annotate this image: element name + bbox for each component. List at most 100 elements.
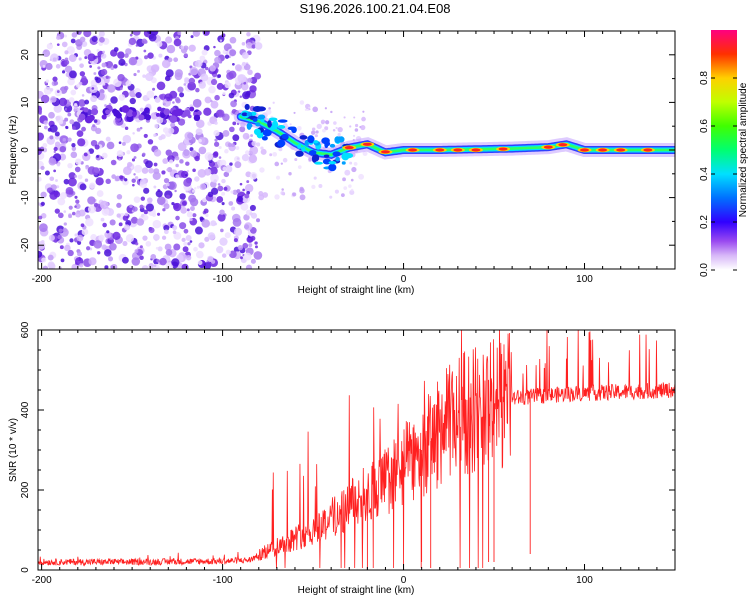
spectrogram-noise-point: [85, 166, 88, 170]
spectrogram-noise-point: [96, 155, 100, 158]
spectrogram-noise-point: [66, 107, 70, 112]
spectrogram-noise-point: [104, 249, 112, 257]
spectrogram-sparse-point: [272, 101, 275, 104]
spectrogram-noise-point: [81, 40, 88, 48]
spectrogram-noise-point: [118, 158, 121, 161]
spectrogram-noise-point: [228, 92, 235, 99]
spectrogram-noise-point: [225, 52, 228, 55]
spectrogram-noise-point: [192, 98, 202, 108]
spectrogram-noise-point: [98, 234, 105, 241]
spectrogram-ridge-blob: [323, 154, 330, 158]
spectrogram-noise-point: [174, 189, 177, 193]
spectrogram-sparse-point: [344, 169, 351, 176]
spectrogram-ridge-blob: [261, 135, 268, 141]
spectrogram-noise-point: [217, 183, 221, 186]
spectrogram-noise-point: [237, 74, 247, 83]
spectrogram-noise-point: [250, 258, 256, 264]
spectrogram-noise-point: [40, 213, 47, 219]
spectrogram-noise-point: [194, 155, 200, 162]
spectrogram-noise-point: [105, 75, 110, 79]
spectrogram-ridge-blob: [299, 135, 308, 140]
spectrogram-sparse-point: [299, 100, 305, 105]
spectrogram-noise-point: [234, 64, 242, 72]
spectrogram-hotspot: [616, 148, 626, 152]
spectrogram-noise-point: [127, 161, 133, 168]
spectrogram-noise-point: [70, 151, 78, 159]
spectrogram-noise-point: [194, 226, 203, 235]
spectrogram-noise-point: [67, 137, 72, 142]
spectrogram-noise-point: [126, 150, 131, 155]
spectrogram-noise-point: [228, 201, 234, 206]
spectrogram-noise-point: [97, 251, 101, 255]
spectrogram-noise-point: [211, 187, 219, 195]
spectrogram-noise-point: [159, 257, 167, 266]
spectrogram-noise-point: [123, 166, 132, 176]
spectrogram-noise-point: [243, 252, 252, 261]
spectrogram-noise-point: [123, 224, 131, 231]
spectrogram-noise-point: [167, 127, 175, 134]
spectrogram-noise-point: [93, 119, 98, 123]
spectrogram-noise-point: [142, 235, 148, 241]
spectrogram-noise-point: [166, 44, 176, 54]
spectrogram-noise-point: [91, 167, 100, 176]
spectrogram-noise-point: [53, 104, 63, 113]
spectrogram-noise-point: [80, 223, 85, 228]
spectrogram-sparse-point: [334, 189, 339, 194]
spectrogram-noise-point: [242, 91, 251, 100]
spectrogram-ridge-blob: [291, 126, 297, 134]
spectrogram-noise-point: [139, 255, 144, 261]
spectrogram-noise-point: [177, 86, 184, 93]
spectrogram-noise-point: [116, 194, 123, 200]
spectrogram-noise-point: [213, 45, 216, 49]
spectrogram-hotspot: [471, 148, 481, 152]
spectrogram-noise-point: [164, 243, 172, 251]
spectrogram-xtick-label: 0: [401, 274, 407, 285]
spectrogram-noise-point: [84, 99, 90, 105]
spectrogram-sparse-point: [335, 126, 338, 130]
spectrogram-noise-point: [202, 31, 210, 36]
spectrogram-sparse-point: [268, 107, 271, 110]
spectrogram-noise-point: [242, 188, 245, 192]
spectrogram-noise-point: [249, 204, 256, 211]
spectrogram-ridge-blob: [252, 118, 258, 122]
spectrogram-noise-point: [73, 103, 78, 107]
spectrogram-noise-point: [229, 250, 237, 259]
snr-ytick-label: 400: [20, 401, 31, 418]
spectrogram-noise-point: [68, 177, 77, 187]
spectrogram-noise-point: [147, 31, 152, 35]
spectrogram-noise-point: [143, 133, 148, 139]
spectrogram-sparse-point: [311, 184, 316, 190]
spectrogram-noise-point: [219, 39, 223, 42]
spectrogram-sparse-point: [362, 151, 368, 157]
snr-xtick-label: -100: [213, 575, 233, 586]
spectrogram-sparse-point: [281, 188, 284, 191]
spectrogram-noise-point: [242, 242, 249, 249]
spectrogram-band-point: [196, 110, 202, 116]
spectrogram-noise-point: [105, 136, 111, 142]
spectrogram-noise-point: [153, 185, 157, 189]
spectrogram-noise-point: [219, 237, 228, 246]
spectrogram-noise-point: [122, 215, 129, 221]
spectrogram-noise-point: [141, 265, 149, 269]
spectrogram-noise-point: [231, 206, 236, 211]
spectrogram-noise-point: [124, 126, 129, 130]
spectrogram-noise-point: [64, 117, 69, 122]
spectrogram-noise-point: [230, 143, 235, 148]
spectrogram-noise-point: [214, 121, 218, 125]
spectrogram-noise-point: [188, 77, 196, 85]
spectrogram-noise-point: [90, 139, 98, 147]
spectrogram-noise-point: [60, 258, 65, 263]
spectrogram-noise-point: [162, 127, 169, 134]
spectrogram-noise-point: [179, 159, 184, 164]
spectrogram-noise-point: [172, 230, 177, 234]
spectrogram-noise-point: [223, 186, 228, 191]
spectrogram-sparse-point: [348, 184, 352, 188]
spectrogram-noise-point: [109, 219, 116, 226]
spectrogram-ridge-blob: [253, 128, 261, 136]
spectrogram-noise-point: [143, 214, 149, 221]
spectrogram-noise-point: [130, 143, 139, 153]
spectrogram-noise-point: [229, 49, 237, 57]
spectrogram-noise-point: [62, 137, 66, 142]
spectrogram-noise-point: [187, 81, 197, 91]
spectrogram-sparse-point: [332, 129, 336, 132]
